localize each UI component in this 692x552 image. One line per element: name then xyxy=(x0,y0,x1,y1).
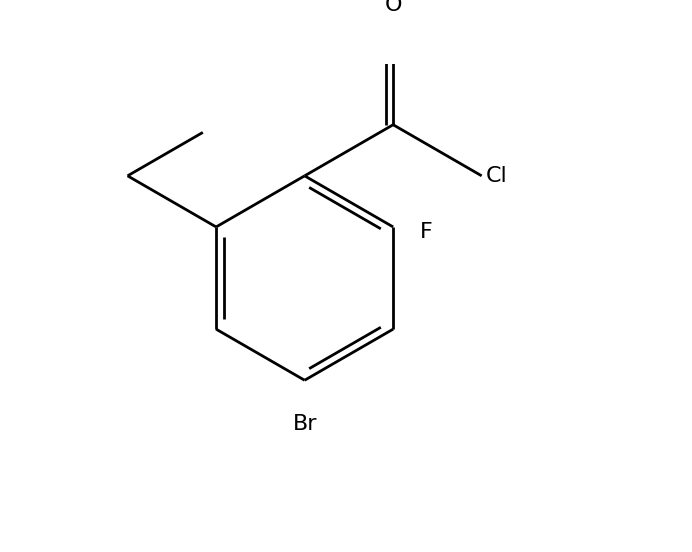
Text: F: F xyxy=(420,222,432,242)
Text: O: O xyxy=(384,0,402,15)
Text: Br: Br xyxy=(293,415,317,434)
Text: Cl: Cl xyxy=(486,166,507,186)
